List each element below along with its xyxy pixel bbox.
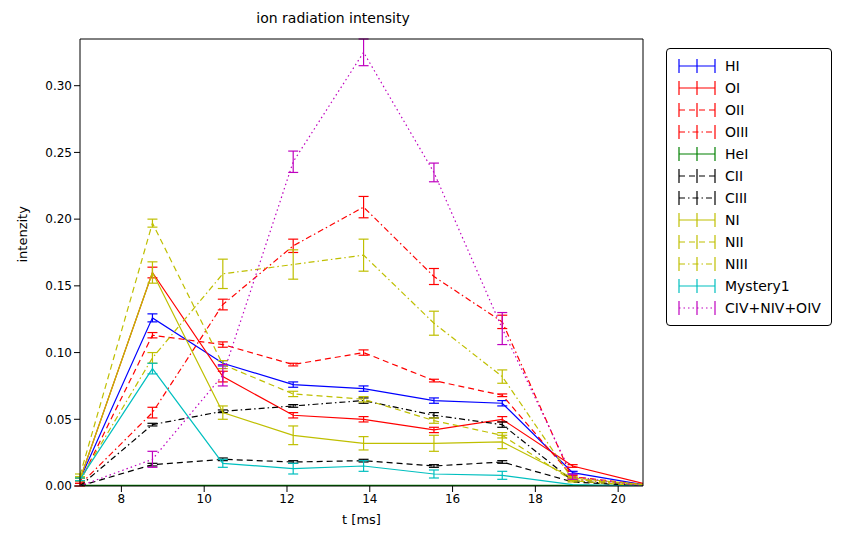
svg-text:14: 14 [362, 492, 377, 506]
svg-text:18: 18 [528, 492, 543, 506]
html-text:HeI: HeI [725, 146, 749, 162]
html-text:NII: NII [725, 234, 744, 250]
svg-text:0.30: 0.30 [45, 79, 72, 93]
html-text:CIII: CIII [725, 190, 748, 206]
html-text:Mystery1: Mystery1 [725, 278, 790, 294]
html-text:CIV+NIV+OIV: CIV+NIV+OIV [725, 300, 821, 316]
svg-text:t [ms]: t [ms] [342, 512, 381, 527]
svg-text:20: 20 [611, 492, 626, 506]
html-text:CII: CII [725, 168, 743, 184]
svg-text:0.10: 0.10 [45, 346, 72, 360]
html-text:NIII: NIII [725, 256, 748, 272]
svg-text:10: 10 [197, 492, 212, 506]
html-text:OIII: OIII [725, 124, 749, 140]
html-text:OI: OI [725, 80, 741, 96]
svg-text:0.25: 0.25 [45, 146, 72, 160]
svg-text:0.15: 0.15 [45, 279, 72, 293]
html-text:NI: NI [725, 212, 740, 228]
svg-text:intenzity: intenzity [15, 206, 30, 263]
svg-text:16: 16 [445, 492, 460, 506]
html-text:OII: OII [725, 102, 745, 118]
svg-text:0.05: 0.05 [45, 413, 72, 427]
html-text:HI: HI [725, 58, 740, 74]
svg-text:0.00: 0.00 [45, 479, 72, 493]
svg-text:0.20: 0.20 [45, 212, 72, 226]
svg-text:12: 12 [279, 492, 294, 506]
svg-text:8: 8 [118, 492, 126, 506]
html-text:ion radiation intensity: ion radiation intensity [256, 10, 410, 26]
